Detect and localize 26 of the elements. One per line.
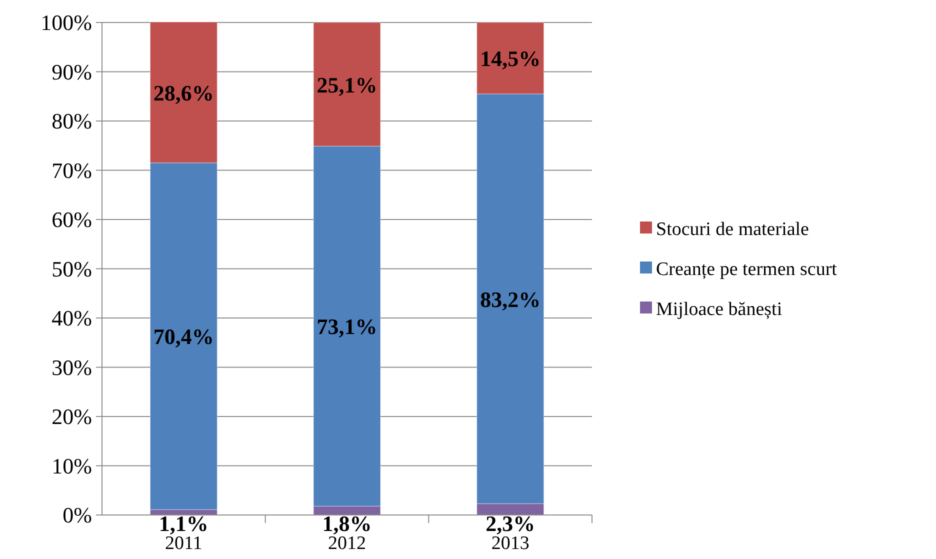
data-label: 70,4% [153, 324, 214, 350]
y-tick-label: 20% [52, 404, 92, 430]
legend-label: Mijloace bănești [656, 299, 782, 320]
y-tick-label: 50% [52, 256, 92, 282]
data-label: 2,3% [486, 511, 536, 536]
y-tick-label: 90% [52, 59, 92, 84]
data-label: 25,1% [316, 72, 378, 98]
data-label: 28,6% [153, 80, 214, 106]
y-tick-label: 60% [52, 207, 92, 232]
x-tick-label: 2012 [328, 533, 366, 554]
x-tick-label: 2011 [165, 533, 202, 554]
data-label: 73,1% [316, 314, 378, 340]
y-tick-label: 30% [52, 354, 92, 380]
data-label: 1,1% [158, 511, 208, 536]
data-label: 1,8% [322, 511, 372, 536]
x-tick-label: 2013 [491, 533, 530, 554]
legend-label: Creanțe pe termen scurt [656, 259, 838, 280]
y-tick-label: 40% [52, 306, 92, 331]
data-label: 83,2% [480, 286, 541, 312]
y-tick-label: 100% [40, 10, 92, 36]
y-tick-label: 80% [52, 108, 92, 134]
y-tick-label: 10% [52, 453, 92, 478]
data-label: 14,5% [480, 46, 541, 72]
y-tick-label: 70% [52, 158, 92, 183]
y-tick-label: 0% [62, 502, 92, 528]
legend-label: Stocuri de materiale [656, 219, 809, 240]
